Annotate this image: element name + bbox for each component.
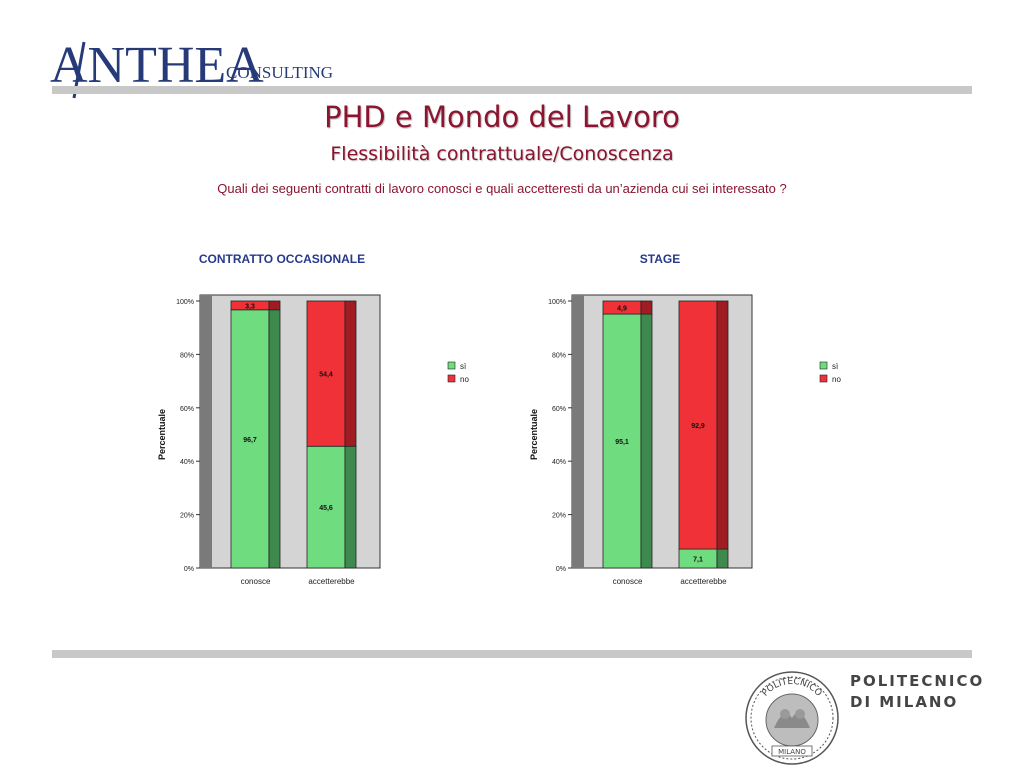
bar-segment-side — [640, 300, 653, 315]
bar-segment-side — [268, 300, 281, 311]
bar-segment — [678, 300, 718, 550]
legend-label: sì — [460, 362, 466, 371]
logo-brand: ANTHEA — [50, 37, 264, 94]
seal-text-bottom: MILANO — [778, 748, 806, 756]
legend-label: sì — [832, 362, 838, 371]
bar-segment — [306, 300, 346, 447]
legend-swatch — [447, 361, 456, 370]
university-name-line2: DI MILANO — [850, 693, 959, 711]
bar-segment-side — [716, 300, 729, 550]
bar-segment — [230, 309, 270, 569]
y-tick-label: 100% — [548, 299, 566, 306]
bar-segment-side — [344, 300, 357, 447]
data-label: 7,1 — [693, 557, 703, 564]
x-tick-label: accetterebbe — [308, 577, 355, 586]
y-tick-label: 80% — [552, 352, 566, 359]
data-label: 95,1 — [615, 439, 629, 446]
legend-label: no — [460, 375, 469, 384]
legend-swatch — [447, 374, 456, 383]
plot-side-wall — [572, 295, 584, 568]
y-tick-label: 60% — [180, 406, 194, 413]
anthea-consulting-logo: ANTHEA CONSULTING — [50, 37, 333, 99]
y-tick-label: 40% — [180, 459, 194, 466]
data-label: 54,4 — [319, 372, 333, 379]
legend-label: no — [832, 375, 841, 384]
bar-segment-side — [716, 548, 729, 569]
logo-suffix: CONSULTING — [226, 63, 333, 82]
y-axis-label: Percentuale — [157, 409, 167, 460]
x-tick-label: accetterebbe — [680, 577, 727, 586]
bottom-divider — [52, 650, 972, 658]
stacked-bar-chart-occasionale: 0% 20% 40% 60% 80% 100% Percentuale 96,7 3,3 cono… — [157, 294, 469, 586]
y-tick-label: 20% — [552, 513, 566, 520]
y-tick-label: 80% — [180, 352, 194, 359]
data-label: 45,6 — [319, 505, 333, 512]
x-tick-label: conosce — [613, 577, 643, 586]
top-divider — [52, 86, 972, 94]
university-name-line1: POLITECNICO — [850, 672, 985, 690]
bar-segment — [306, 445, 346, 569]
y-tick-label: 60% — [552, 406, 566, 413]
y-tick-label: 20% — [180, 513, 194, 520]
survey-question: Quali dei seguenti contratti di lavoro c… — [217, 181, 787, 196]
data-label: 4,9 — [617, 306, 627, 313]
x-tick-label: conosce — [241, 577, 271, 586]
page-title: PHD e Mondo del Lavoro — [324, 100, 680, 134]
data-label: 92,9 — [691, 423, 705, 430]
y-tick-label: 0% — [556, 566, 566, 573]
bar-segment-side — [640, 313, 653, 569]
data-label: 3,3 — [245, 303, 255, 310]
stacked-bar-chart-stage: 0% 20% 40% 60% 80% 100% Percentuale 95,1 4,9 cono… — [529, 294, 841, 586]
bar-segment-side — [344, 445, 357, 569]
data-label: 96,7 — [243, 437, 257, 444]
y-axis-label: Percentuale — [529, 409, 539, 460]
y-tick-label: 100% — [176, 299, 194, 306]
politecnico-seal-icon: POLITECNICO MILANO — [745, 671, 839, 765]
page-subtitle: Flessibilità contrattuale/Conoscenza — [330, 143, 674, 165]
chart-title-occasionale: CONTRATTO OCCASIONALE — [198, 252, 366, 266]
chart-title-stage: STAGE — [639, 252, 681, 266]
legend-swatch — [819, 374, 828, 383]
bar-segment-side — [268, 309, 281, 569]
plot-side-wall — [200, 295, 212, 568]
legend-swatch — [819, 361, 828, 370]
y-tick-label: 40% — [552, 459, 566, 466]
y-tick-label: 0% — [184, 566, 194, 573]
